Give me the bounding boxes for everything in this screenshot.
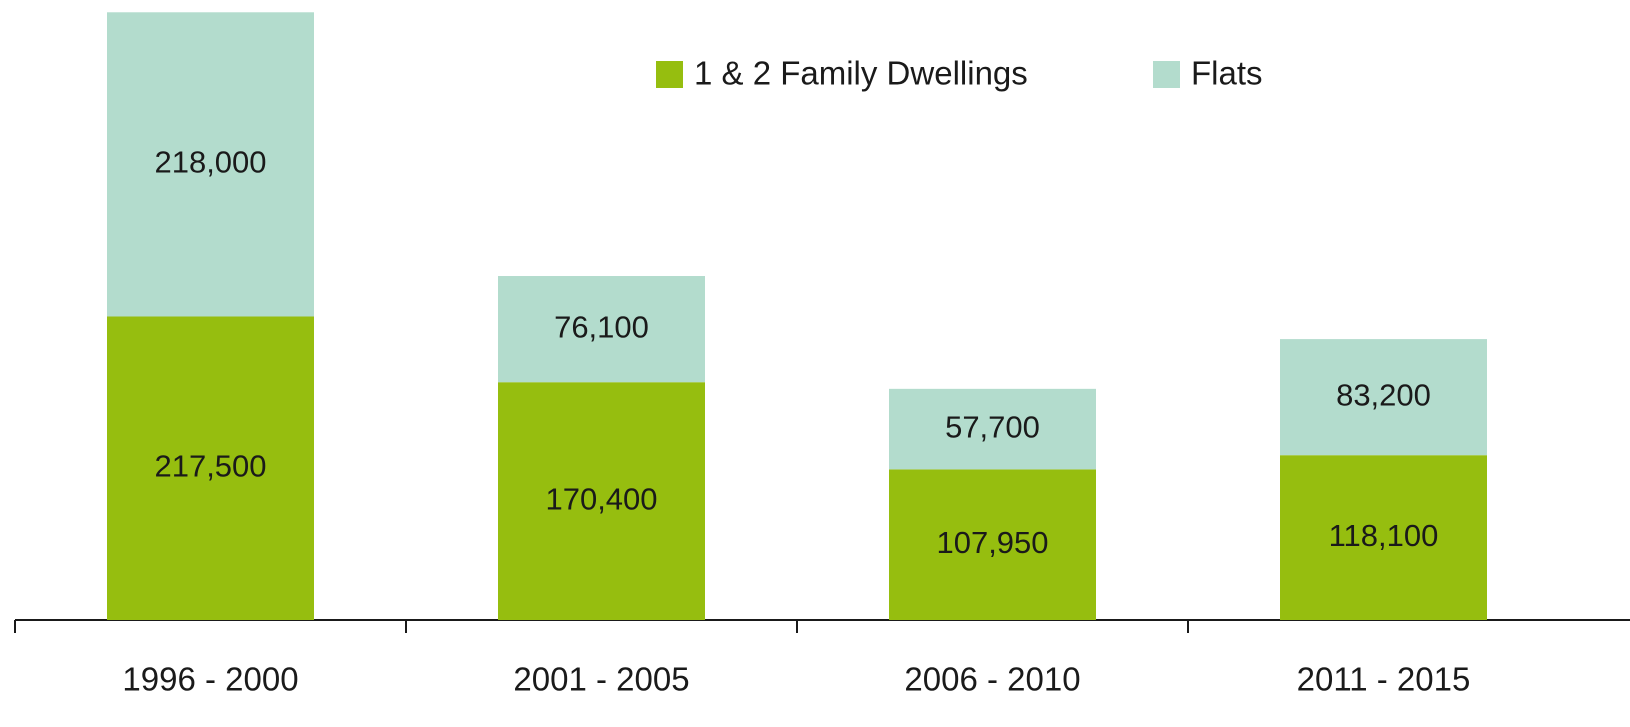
- value-label: 76,100: [554, 309, 649, 344]
- bar-segment: [498, 382, 705, 620]
- bar-segment: [107, 12, 314, 317]
- x-tick-label: 2001 - 2005: [513, 661, 689, 698]
- legend-swatch: [1153, 61, 1180, 88]
- value-label: 57,700: [945, 409, 1040, 444]
- bar-segment: [1280, 455, 1487, 620]
- bar-segment: [498, 276, 705, 383]
- bar-segment: [1280, 339, 1487, 456]
- x-tick-label: 2011 - 2015: [1297, 661, 1471, 698]
- value-label: 218,000: [154, 145, 266, 180]
- bar-segment: [107, 316, 314, 620]
- x-tick-label: 2006 - 2010: [904, 661, 1080, 698]
- value-label: 83,200: [1336, 377, 1431, 412]
- legend-label: 1 & 2 Family Dwellings: [694, 55, 1028, 92]
- value-label: 107,950: [936, 525, 1048, 560]
- bar-segment: [889, 469, 1096, 620]
- value-label: 217,500: [154, 448, 266, 483]
- value-label: 170,400: [545, 481, 657, 516]
- legend-swatch: [656, 61, 683, 88]
- legend-label: Flats: [1191, 55, 1263, 92]
- bar-segment: [889, 388, 1096, 470]
- value-label: 118,100: [1329, 518, 1439, 553]
- x-tick-label: 1996 - 2000: [122, 661, 298, 698]
